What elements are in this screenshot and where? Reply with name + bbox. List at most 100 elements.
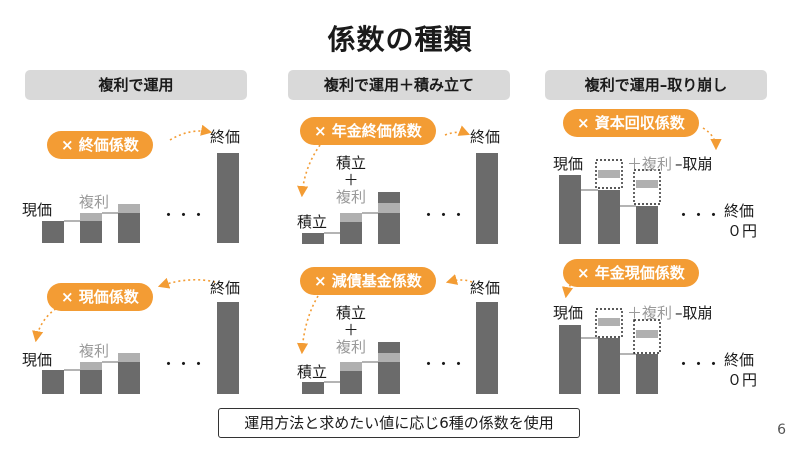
bar-interest <box>340 362 362 371</box>
withdraw-box <box>633 169 661 205</box>
header-compound: 複利で運用 <box>25 70 247 100</box>
bar-interest <box>636 180 658 188</box>
label-fukuri: 複利 <box>79 342 110 360</box>
diagram-nenkin-shuka <box>297 125 498 244</box>
page-title: 係数の種類 <box>327 23 473 56</box>
bar-interest <box>340 213 362 222</box>
bar-interest <box>80 213 102 221</box>
arrow <box>297 144 321 198</box>
diagram-nenkin-genka <box>559 277 661 394</box>
bar <box>340 371 362 382</box>
bar <box>42 370 64 394</box>
label-genka: 現価 <box>553 304 584 322</box>
label-dots: ・・・ <box>161 206 207 224</box>
bar <box>559 325 581 394</box>
bar <box>598 338 620 394</box>
label-genka: 現価 <box>22 201 53 219</box>
bar <box>598 190 620 244</box>
bar <box>559 175 581 244</box>
bar <box>217 302 239 394</box>
label-dots: ・・・ <box>421 355 467 373</box>
bar <box>340 222 362 233</box>
bar-interest <box>80 362 102 370</box>
arrow <box>157 277 216 289</box>
label-dots: ・・・ <box>676 206 722 224</box>
bar <box>118 362 140 394</box>
label-dots: ・・・ <box>161 355 207 373</box>
summary-note: 運用方法と求めたい値に応じ6種の係数を使用 <box>218 408 580 438</box>
label-plus: ＋ <box>343 321 359 339</box>
diagram-genka <box>32 277 239 394</box>
page-number: 6 <box>777 422 786 438</box>
bar-interest <box>598 318 620 326</box>
label-shuka: 終価 <box>724 351 755 369</box>
label-genka: 現価 <box>553 155 584 173</box>
withdraw-box <box>595 308 623 338</box>
label-shuka: 終価 <box>470 128 501 146</box>
bar <box>340 233 362 244</box>
bar <box>80 221 102 243</box>
bar <box>302 382 324 394</box>
header-compound-accumulate: 複利で運用＋積み立て <box>288 70 510 100</box>
bar <box>340 382 362 394</box>
pill-nenkin-genka: × 年金現価係数 <box>563 259 699 287</box>
pill-genka: × 現価係数 <box>47 283 153 311</box>
bar-interest <box>118 204 140 213</box>
pill-gensai: × 減債基金係数 <box>300 267 436 295</box>
bar <box>378 342 400 353</box>
withdraw-box <box>633 319 661 354</box>
bar <box>118 213 140 243</box>
bar-interest <box>598 170 620 178</box>
arrow <box>32 305 61 343</box>
label-plus: ＋ <box>343 171 359 189</box>
diagram-shuka <box>42 124 239 243</box>
bar-interest <box>636 330 658 338</box>
bar <box>80 370 102 394</box>
arrow <box>444 125 471 136</box>
bar-interest <box>378 353 400 362</box>
bar <box>636 354 658 394</box>
withdraw-box <box>595 159 623 189</box>
label-dots: ・・・ <box>676 355 722 373</box>
label-shuka: 終価 <box>470 279 501 297</box>
label-tsumitate: 積立 <box>297 363 328 381</box>
label-minus-torikuzushi: –取崩 <box>675 155 713 173</box>
label-fukuri: 複利 <box>335 338 366 356</box>
label-plus-fukuri: ＋複利 <box>627 304 673 322</box>
label-shuka: 終価 <box>210 279 241 297</box>
label-tsumitate: 積立 <box>297 213 328 231</box>
arrow <box>445 274 473 285</box>
bar <box>378 213 400 244</box>
bar <box>42 221 64 243</box>
bar <box>476 302 498 394</box>
pill-shuka: × 終価係数 <box>47 131 153 159</box>
bar <box>476 153 498 244</box>
label-genka: 現価 <box>22 351 53 369</box>
bar <box>217 153 239 243</box>
bar <box>636 206 658 244</box>
label-fukuri: 複利 <box>79 193 110 211</box>
bar <box>378 192 400 203</box>
bar-interest <box>378 203 400 213</box>
diagram-gensai <box>296 274 498 394</box>
arrow <box>702 127 722 151</box>
header-compound-withdraw: 複利で運用–取り崩し <box>545 70 767 100</box>
pill-nenkin-shuka: × 年金終価係数 <box>300 117 436 145</box>
label-dots: ・・・ <box>421 206 467 224</box>
label-shuka: 終価 <box>210 128 241 146</box>
bar <box>378 362 400 394</box>
bar <box>302 233 324 244</box>
label-fukuri: 複利 <box>335 188 366 206</box>
label-tsumitate: 積立 <box>335 154 366 172</box>
label-shuka: 終価 <box>724 202 755 220</box>
arrow <box>169 124 213 141</box>
pill-shihon-kaishu: × 資本回収係数 <box>563 109 699 137</box>
bar-interest <box>118 353 140 362</box>
label-zero-yen: ０円 <box>727 371 758 389</box>
label-tsumitate: 積立 <box>335 304 366 322</box>
label-minus-torikuzushi: –取崩 <box>675 304 713 322</box>
label-zero-yen: ０円 <box>727 222 758 240</box>
diagram-shihon-kaishu <box>559 127 722 244</box>
arrow <box>296 295 319 355</box>
